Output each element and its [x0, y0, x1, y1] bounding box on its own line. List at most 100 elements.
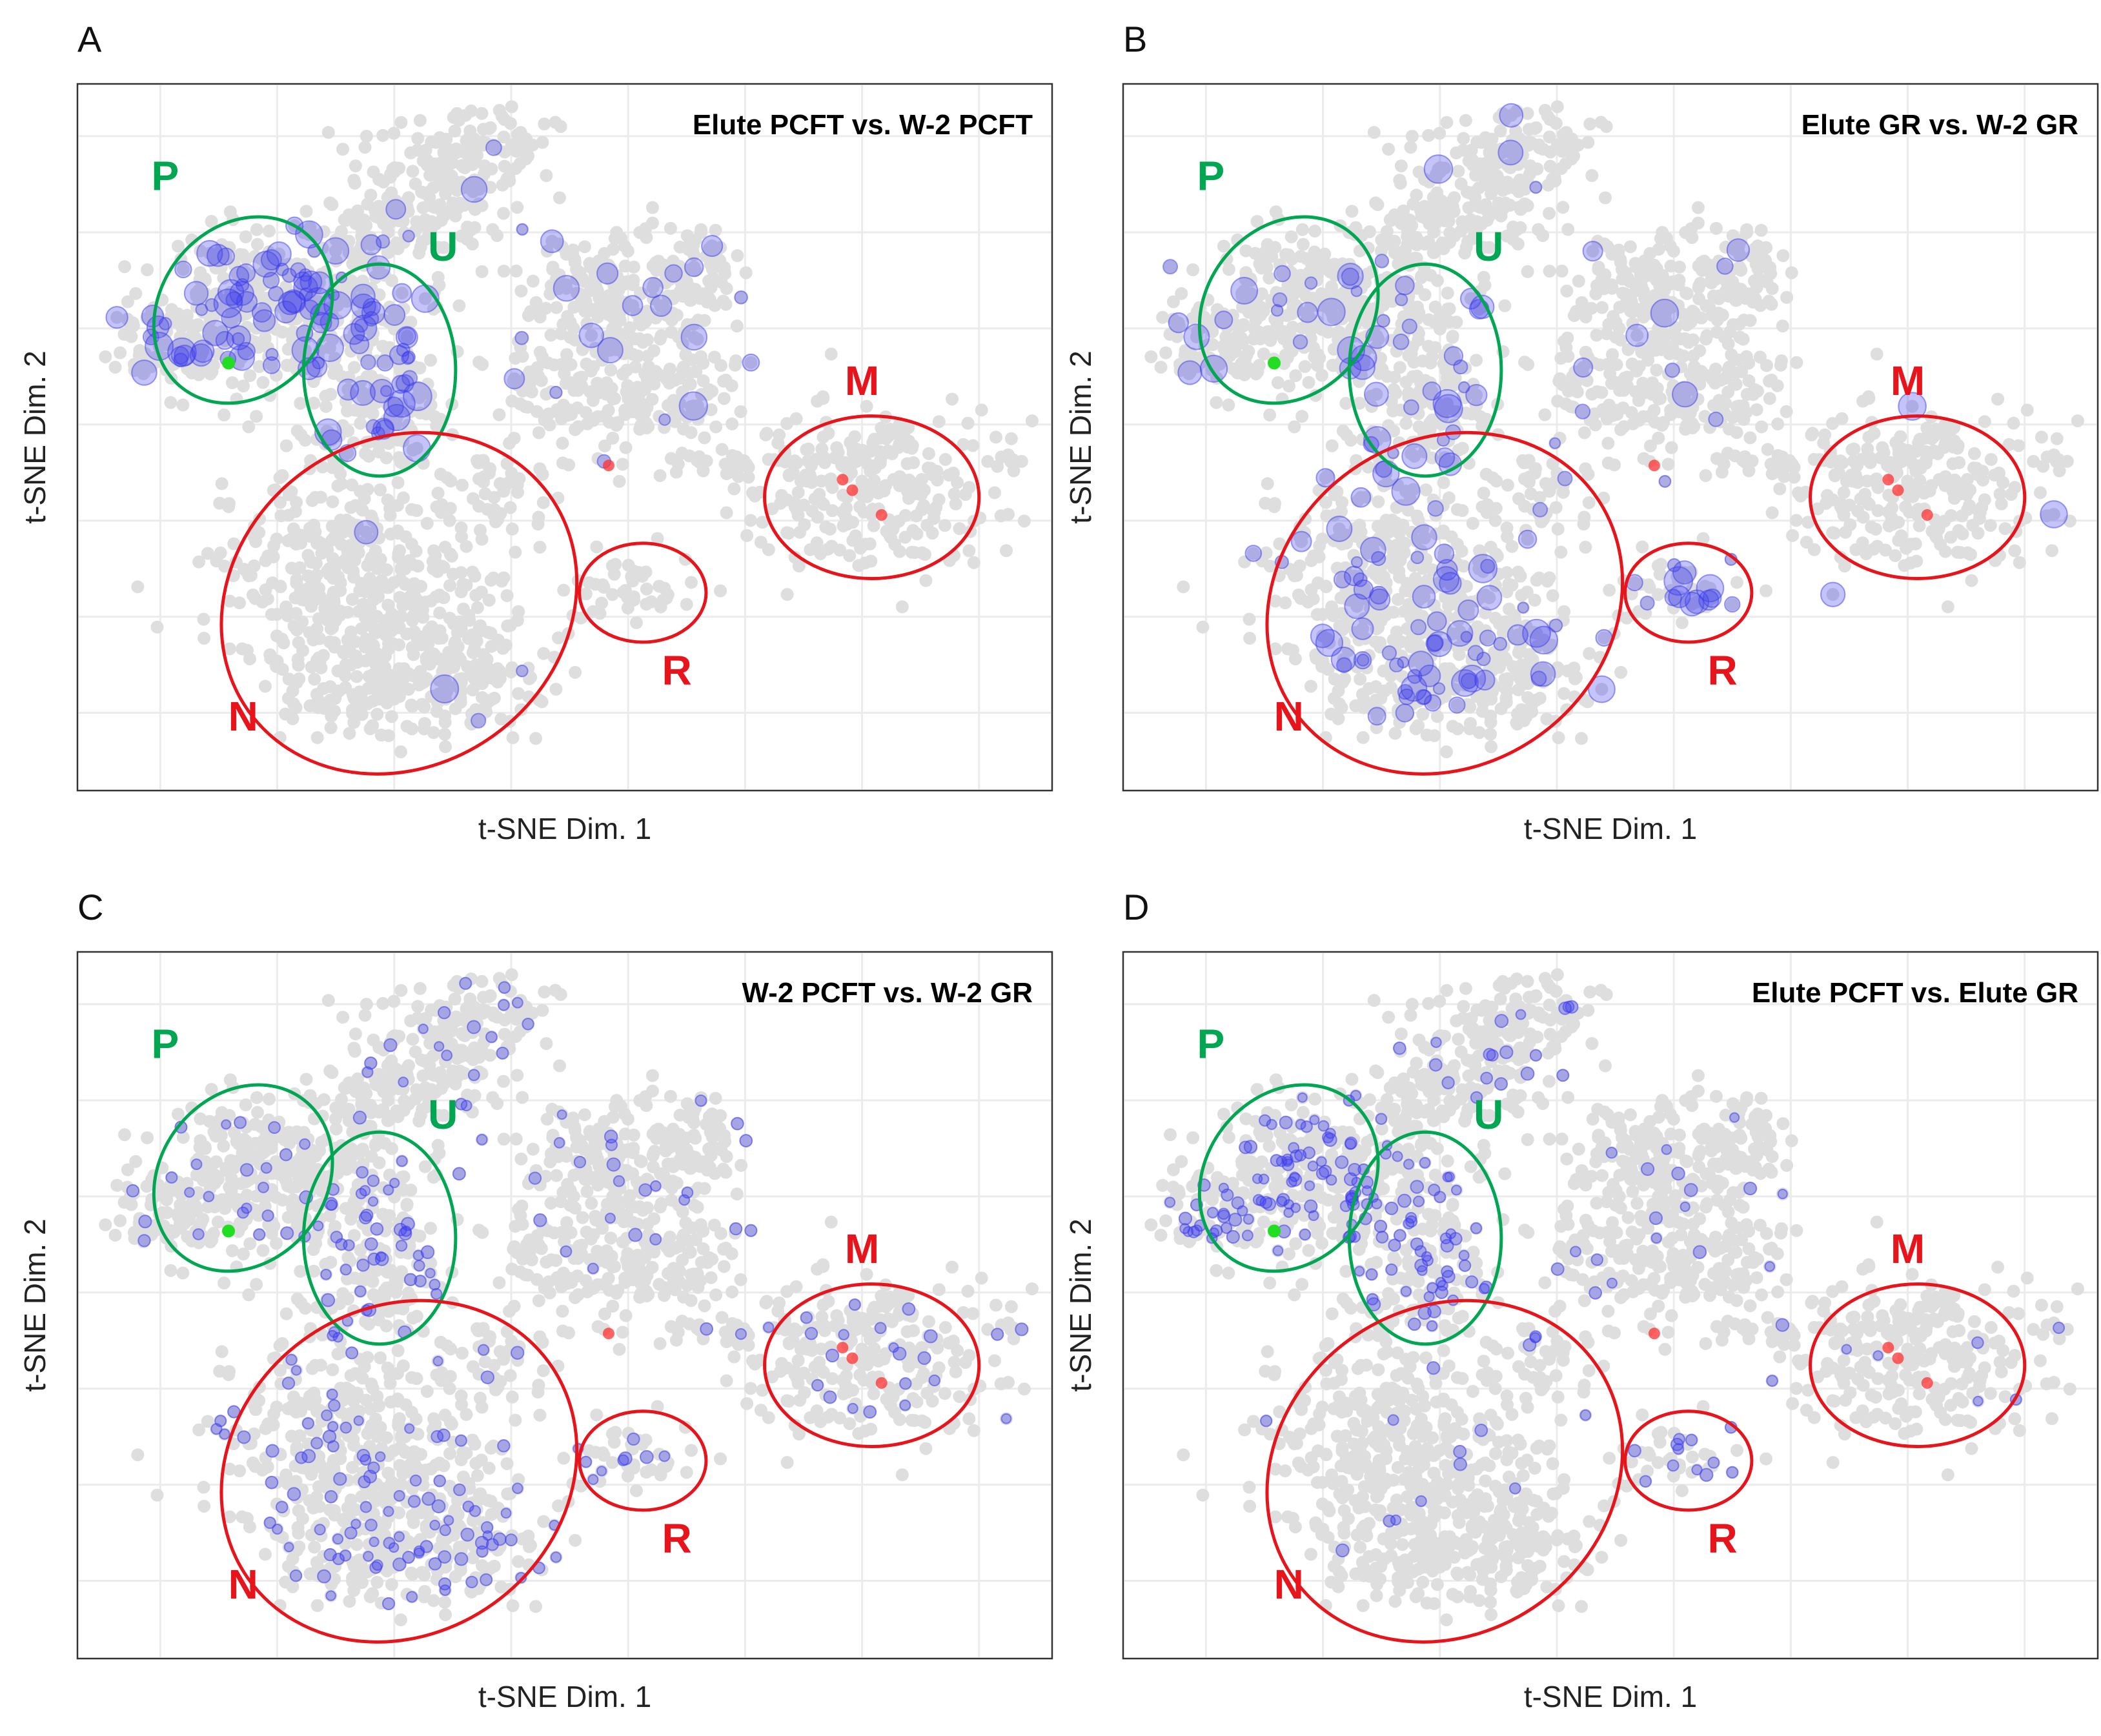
background-point [1273, 328, 1286, 341]
background-point [1428, 729, 1441, 742]
background-point [1312, 550, 1326, 563]
background-point [1327, 692, 1341, 705]
background-point [237, 379, 250, 393]
highlight-point [2040, 500, 2068, 529]
background-point [1462, 201, 1476, 214]
background-point [734, 405, 747, 418]
background-point [988, 486, 1001, 500]
background-point [1386, 239, 1400, 252]
highlight-point [1665, 362, 1680, 378]
background-point [509, 265, 523, 278]
background-point [252, 359, 266, 373]
background-point [349, 159, 362, 173]
background-point [1760, 276, 1774, 289]
background-point [340, 404, 354, 418]
background-point [303, 529, 317, 543]
background-point [1909, 537, 1922, 550]
background-point [879, 446, 893, 459]
background-point [2040, 450, 2054, 464]
background-point [538, 117, 551, 131]
highlight-point [1497, 139, 1524, 166]
region-label-n: N [228, 693, 258, 740]
background-point [331, 479, 345, 492]
background-point [2035, 430, 2048, 444]
background-point [468, 672, 482, 685]
background-point [420, 651, 433, 665]
background-point [1325, 600, 1339, 614]
background-point [1592, 263, 1605, 276]
background-point [299, 205, 313, 218]
background-point [431, 270, 445, 284]
background-point [1578, 510, 1591, 524]
background-point [1938, 545, 1952, 558]
background-point [1994, 497, 2008, 510]
background-point [2033, 486, 2047, 500]
background-point [198, 631, 211, 645]
background-point [1826, 417, 1840, 430]
background-point [709, 223, 722, 237]
background-point [141, 263, 154, 276]
background-point [481, 625, 494, 639]
background-point [298, 434, 312, 447]
background-point [1715, 465, 1729, 479]
background-point [518, 400, 532, 414]
background-point [1951, 439, 1965, 452]
background-point [1521, 136, 1535, 150]
background-point [290, 623, 303, 636]
background-point [910, 527, 924, 541]
background-point [1410, 230, 1423, 244]
background-point [1696, 367, 1710, 380]
background-point [370, 610, 383, 623]
background-point [338, 213, 351, 227]
highlight-point [1337, 263, 1364, 290]
background-point [469, 589, 483, 602]
background-point [1543, 571, 1556, 585]
highlight-point [173, 352, 188, 368]
background-point [1914, 461, 1927, 475]
background-point [714, 584, 727, 598]
background-point [1503, 198, 1517, 212]
background-point [838, 456, 851, 469]
background-point [2004, 488, 2018, 501]
highlight-point [642, 277, 664, 298]
background-point [1869, 472, 1883, 486]
background-point [538, 413, 551, 427]
background-point [1543, 265, 1556, 278]
background-point [1790, 356, 1803, 369]
background-point [640, 421, 653, 435]
background-point [647, 344, 661, 358]
background-point [1743, 431, 1757, 445]
highlight-point [385, 199, 407, 220]
background-point [1439, 745, 1453, 759]
background-point [505, 522, 519, 536]
background-point [868, 432, 881, 446]
background-point [1543, 159, 1557, 173]
background-point [505, 467, 518, 480]
background-point [347, 565, 360, 578]
background-point [645, 216, 659, 230]
background-point [1392, 527, 1406, 540]
background-point [416, 201, 430, 214]
background-point [398, 576, 411, 590]
background-point [412, 247, 426, 260]
background-point [1883, 456, 1897, 469]
background-point [1858, 487, 1872, 501]
background-point [653, 469, 667, 482]
background-point [897, 428, 911, 441]
background-point [1956, 527, 1969, 541]
background-point [225, 376, 239, 390]
background-point [394, 745, 407, 759]
background-point [583, 385, 596, 398]
background-point [464, 104, 478, 117]
background-point [840, 501, 853, 514]
background-point [214, 546, 227, 560]
background-point [1538, 408, 1552, 421]
background-point [121, 295, 134, 308]
background-point [1393, 174, 1406, 187]
highlight-point [1573, 357, 1594, 378]
background-point [1295, 223, 1309, 236]
background-point [655, 329, 668, 343]
background-point [440, 132, 453, 146]
background-point [129, 287, 143, 300]
background-point [1771, 417, 1785, 430]
